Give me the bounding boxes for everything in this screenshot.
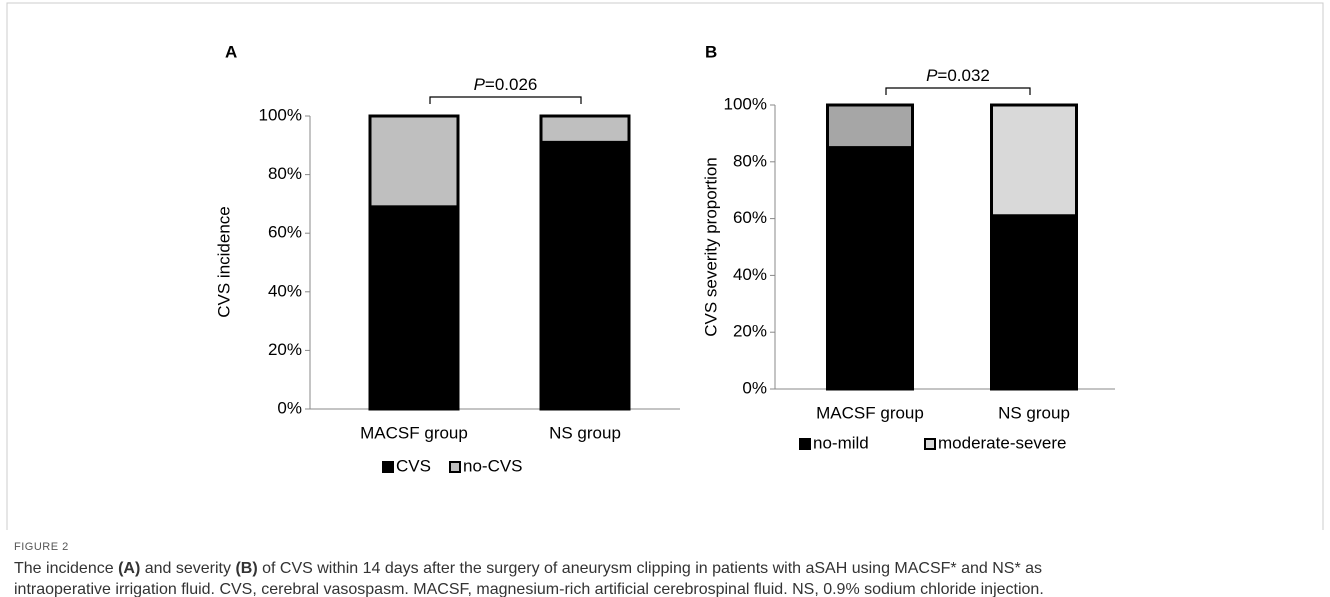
significance-bracket (885, 87, 1031, 95)
annotation-symbol: P (926, 66, 938, 85)
bar-segment (368, 114, 460, 209)
y-tick-label: 0% (277, 398, 302, 417)
legend-swatch (799, 438, 811, 450)
figure-label: FIGURE 2 (14, 541, 69, 553)
x-tick-label: NS group (998, 403, 1070, 422)
x-tick-label: NS group (549, 423, 621, 442)
annotation-text: =0.032 (937, 66, 989, 85)
legend-swatch (924, 438, 936, 450)
y-tick-label: 40% (268, 281, 302, 300)
panel-title: A (225, 42, 237, 61)
y-tick-label: 80% (733, 151, 767, 170)
legend-label: no-mild (813, 433, 869, 452)
caption-text: (B) (235, 560, 258, 577)
y-tick-label: 20% (268, 340, 302, 359)
y-axis-label: CVS incidence (214, 206, 233, 318)
annotation: P=0.026 (474, 75, 538, 94)
caption-text: (A) (118, 560, 141, 577)
annotation-text: =0.026 (485, 75, 537, 94)
caption-text: and severity (140, 560, 236, 577)
panel-title: B (705, 42, 717, 61)
legend-swatch (382, 461, 394, 473)
y-tick-label: 100% (724, 94, 767, 113)
bar-segment (990, 103, 1078, 218)
x-tick-label: MACSF group (360, 423, 468, 442)
figure-border (6, 2, 1324, 594)
annotation: P=0.032 (926, 66, 990, 85)
y-axis-label: CVS severity proportion (701, 157, 720, 337)
x-tick-label: MACSF group (816, 403, 924, 422)
chart-panels: A CVS incidence 0% 20% 40% 60% 80% 100% MACSF gr… (6, 2, 1324, 594)
legend-label: CVS (396, 456, 431, 475)
annotation-symbol: P (474, 75, 486, 94)
figure-caption: The incidence (A) and severity (B) of CV… (14, 558, 1314, 597)
bar-segment (990, 214, 1078, 391)
caption-text: intraoperative irrigation fluid. CVS, ce… (14, 581, 1044, 597)
legend-label: no-CVS (463, 456, 523, 475)
legend-swatch (449, 461, 461, 473)
legend-label: moderate-severe (938, 433, 1067, 452)
bar-segment (826, 146, 914, 391)
bar-segment (539, 140, 631, 411)
y-tick-label: 20% (733, 322, 767, 341)
caption-text: The incidence (14, 560, 119, 577)
y-tick-label: 0% (742, 378, 767, 397)
significance-bracket (429, 96, 582, 104)
y-tick-label: 60% (733, 208, 767, 227)
bar-segment (368, 205, 460, 411)
y-tick-label: 100% (259, 105, 302, 124)
y-tick-label: 40% (733, 265, 767, 284)
caption-text: of CVS within 14 days after the surgery … (257, 560, 1043, 577)
bar-segment (539, 114, 631, 144)
y-tick-label: 60% (268, 223, 302, 242)
bar-segment (826, 103, 914, 150)
y-tick-label: 80% (268, 164, 302, 183)
